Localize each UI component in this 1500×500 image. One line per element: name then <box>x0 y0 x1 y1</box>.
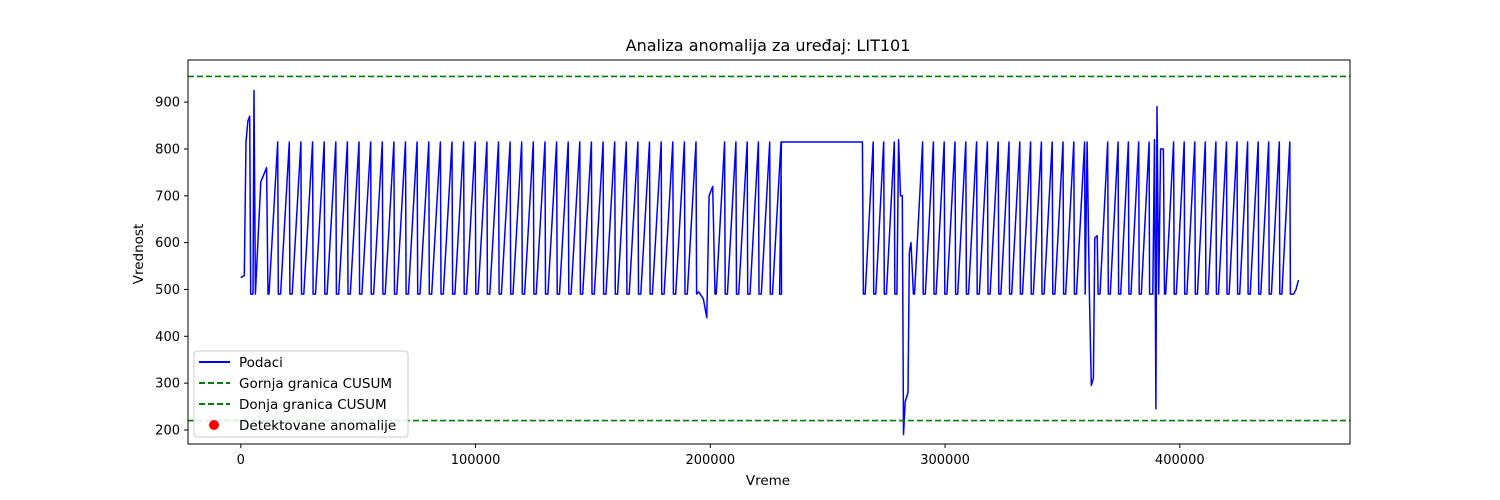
x-tick-label-3: 300000 <box>920 453 970 468</box>
x-tick-label-4: 400000 <box>1155 453 1205 468</box>
plot-frame <box>187 59 1351 445</box>
legend: Podaci Gornja granica CUSUM Donja granic… <box>193 350 409 438</box>
y-tick-label-0: 200 <box>155 423 180 438</box>
legend-label-upper: Gornja granica CUSUM <box>239 376 392 392</box>
y-tick-label-6: 800 <box>155 142 180 157</box>
y-tick-label-4: 600 <box>155 236 180 251</box>
chart-title: Analiza anomalija za uređaj: LIT101 <box>626 36 911 55</box>
y-tick-label-7: 900 <box>155 96 180 111</box>
x-tick-label-2: 200000 <box>685 453 735 468</box>
legend-label-podaci: Podaci <box>239 355 283 371</box>
y-tick-label-1: 300 <box>155 377 180 392</box>
series-podaci-line <box>240 89 1300 436</box>
legend-frame <box>193 350 409 438</box>
x-tick-label-0: 0 <box>237 453 245 468</box>
y-tick-label-3: 500 <box>155 283 180 298</box>
y-tick-label-5: 700 <box>155 189 180 204</box>
legend-marker-anomalies <box>209 420 219 430</box>
x-axis-label: Vreme <box>746 473 790 489</box>
legend-label-anomalies: Detektovane anomalije <box>239 418 396 434</box>
y-axis-label: Vrednost <box>131 224 147 285</box>
y-tick-label-2: 400 <box>155 330 180 345</box>
x-tick-label-1: 100000 <box>451 453 501 468</box>
legend-label-lower: Donja granica CUSUM <box>239 397 387 413</box>
